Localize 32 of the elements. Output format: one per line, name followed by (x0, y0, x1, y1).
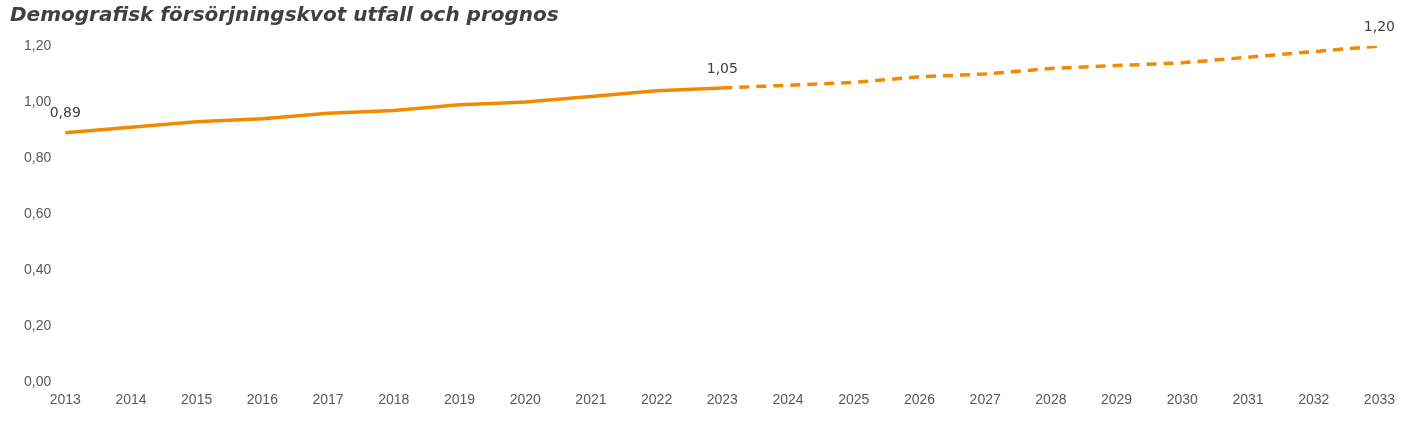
y-tick-label: 0,60 (24, 204, 52, 221)
data-label: 1,20 (1363, 17, 1396, 34)
y-tick-label: 0,40 (24, 260, 52, 277)
x-tick-label: 2033 (1363, 391, 1396, 408)
x-tick-label: 2019 (443, 391, 476, 408)
x-tick-label: 2014 (115, 391, 147, 408)
x-tick-label: 2027 (969, 391, 1001, 408)
data-label: 1,05 (706, 59, 738, 76)
y-tick-label: 0,00 (24, 373, 52, 390)
x-tick-label: 2020 (509, 391, 541, 408)
x-tick-label: 2030 (1166, 391, 1199, 408)
x-tick-label: 2016 (246, 391, 279, 408)
x-tick-label: 2023 (706, 391, 739, 408)
x-tick-label: 2032 (1298, 391, 1330, 408)
x-tick-label: 2026 (903, 391, 936, 408)
x-tick-label: 2021 (575, 391, 607, 408)
x-tick-label: 2029 (1101, 391, 1133, 408)
x-tick-label: 2018 (378, 391, 410, 408)
x-tick-label: 2024 (772, 391, 804, 408)
data-label: 0,89 (49, 104, 81, 121)
x-tick-label: 2022 (641, 391, 673, 408)
x-tick-label: 2013 (49, 391, 82, 408)
y-tick-label: 0,20 (24, 317, 52, 334)
x-tick-label: 2028 (1035, 391, 1067, 408)
y-tick-label: 1,00 (24, 92, 52, 109)
y-tick-label: 0,80 (24, 148, 52, 165)
x-tick-label: 2025 (838, 391, 870, 408)
x-tick-label: 2015 (181, 391, 213, 408)
x-tick-label: 2017 (312, 391, 344, 408)
y-tick-label: 1,20 (24, 36, 52, 53)
x-tick-label: 2031 (1232, 391, 1264, 408)
chart-title: Demografisk försörjningskvot utfall och prognos (10, 2, 559, 27)
